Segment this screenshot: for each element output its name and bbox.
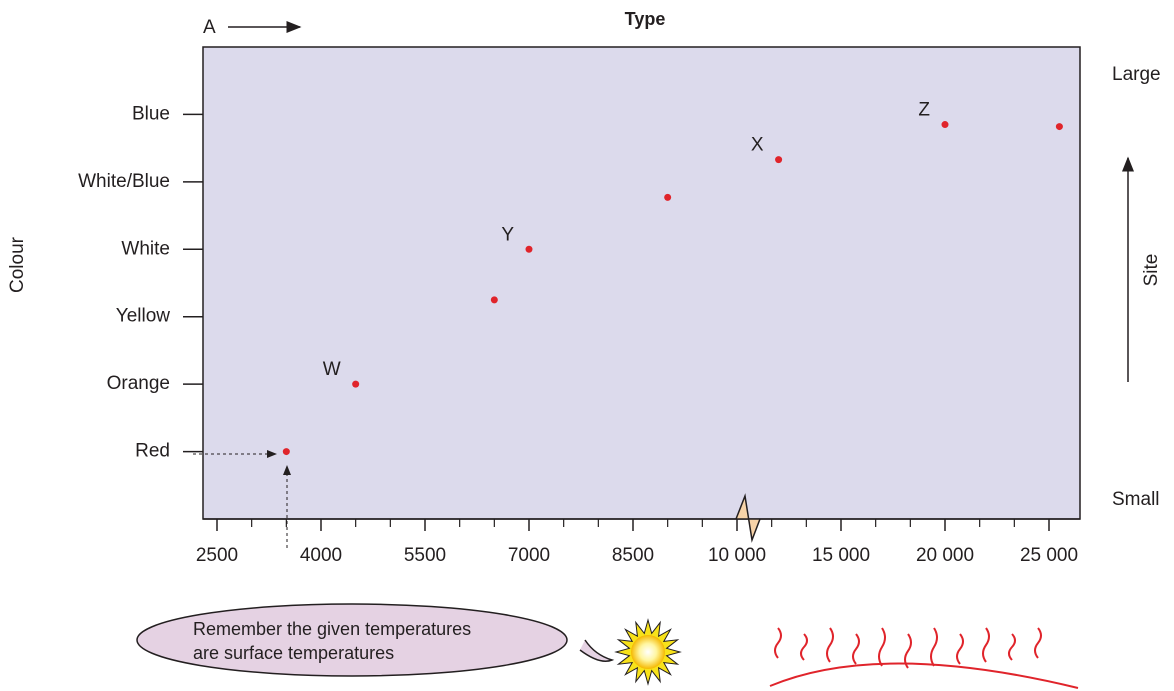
point (490, 296, 498, 304)
y-tick-label: White/Blue (78, 171, 170, 192)
point (664, 193, 672, 201)
y-tick-label: Red (135, 441, 170, 462)
wave (1034, 627, 1042, 659)
point (941, 121, 949, 129)
x-tick-label: 10 000 (708, 545, 766, 566)
wave (982, 627, 990, 663)
side-bottom-label: Small (1112, 489, 1160, 510)
wave (1008, 633, 1016, 661)
wave (774, 627, 782, 659)
x-tick-label: 8500 (612, 545, 654, 566)
point-label: X (751, 135, 764, 156)
x-tick-label: 25 000 (1020, 545, 1078, 566)
point (282, 448, 290, 456)
note-line: are surface temperatures (193, 643, 394, 663)
x-tick-label: 7000 (508, 545, 550, 566)
point (352, 380, 360, 388)
side-label: Site (1141, 254, 1162, 287)
x-tick-label: 20 000 (916, 545, 974, 566)
wave (800, 633, 808, 661)
point-label: Z (918, 100, 930, 121)
point (1055, 123, 1063, 131)
point (525, 245, 533, 253)
x-tick-label: 15 000 (812, 545, 870, 566)
x-tick-label: 4000 (300, 545, 342, 566)
point-label: W (323, 359, 341, 380)
wave (878, 627, 886, 667)
y-tick-label: Yellow (116, 306, 171, 327)
y-tick-label: White (121, 238, 170, 259)
y-axis-label: Colour (7, 236, 28, 293)
wave (904, 633, 912, 669)
side-top-label: Large (1112, 64, 1161, 85)
axis-break (736, 496, 760, 540)
y-tick-label: Blue (132, 103, 170, 124)
point (775, 156, 783, 164)
axis-break (735, 493, 761, 543)
y-tick-label: Orange (107, 373, 170, 394)
x-tick-label: 2500 (196, 545, 238, 566)
x-tick-label: 5500 (404, 545, 446, 566)
callout-tail (579, 639, 615, 662)
chart-title: Type (625, 9, 666, 29)
corner-label: A (203, 17, 216, 38)
wave (852, 633, 860, 665)
heat-waves (769, 627, 1079, 689)
wave (930, 627, 938, 667)
sun (614, 618, 682, 686)
sun-core (631, 635, 665, 669)
plot-area (202, 46, 1081, 520)
wave (826, 627, 834, 663)
point-label: Y (501, 224, 514, 245)
note-line: Remember the given temperatures (193, 619, 471, 639)
wave (956, 633, 964, 665)
callout (136, 603, 568, 677)
